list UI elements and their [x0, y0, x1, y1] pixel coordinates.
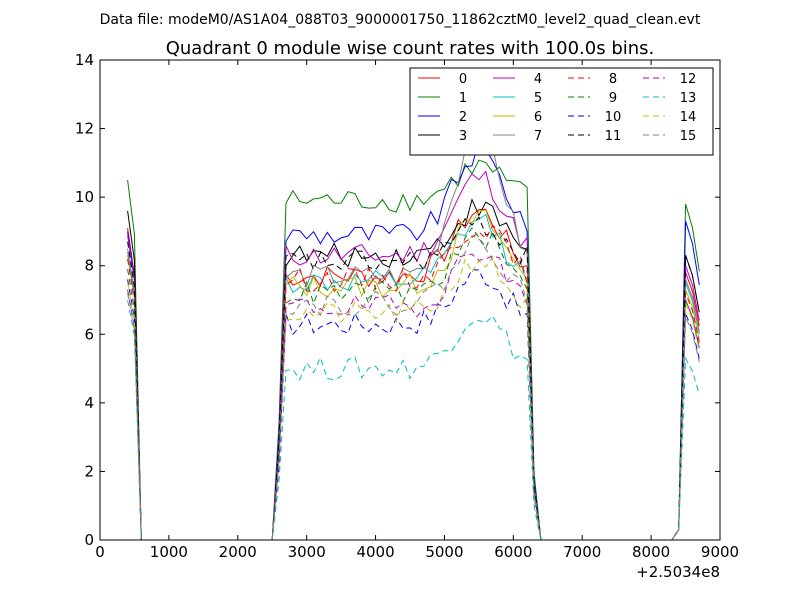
legend-label-7: 7 [534, 129, 542, 144]
y-tick-label: 4 [84, 394, 94, 412]
x-tick-label: 4000 [356, 543, 394, 561]
legend-label-6: 6 [534, 110, 542, 125]
x-tick-label: 5000 [425, 543, 463, 561]
y-tick-label: 0 [84, 531, 94, 549]
series-line-9 [127, 227, 700, 541]
x-tick-label: 8000 [632, 543, 670, 561]
y-tick-label: 14 [75, 51, 94, 69]
legend-label-8: 8 [609, 72, 617, 87]
x-tick-label: 7000 [563, 543, 601, 561]
series-line-10 [127, 269, 700, 541]
y-tick-label: 2 [84, 462, 94, 480]
series-line-11 [127, 216, 700, 541]
legend-label-1: 1 [459, 91, 467, 106]
series-line-13 [127, 299, 700, 541]
legend-label-2: 2 [459, 110, 467, 125]
legend-label-12: 12 [680, 72, 697, 87]
x-tick-label: 1000 [150, 543, 188, 561]
series-line-12 [127, 253, 700, 541]
legend-label-10: 10 [605, 110, 622, 125]
series-line-0 [127, 208, 700, 541]
x-tick-label: 9000 [701, 543, 739, 561]
series-line-3 [127, 198, 700, 541]
legend-label-4: 4 [534, 72, 542, 87]
data-file-label: Data file: modeM0/AS1A04_088T03_90000017… [100, 12, 701, 28]
legend-label-3: 3 [459, 129, 467, 144]
legend-label-14: 14 [680, 110, 697, 125]
y-tick-label: 6 [84, 325, 94, 343]
series-line-5 [127, 213, 700, 541]
chart-title: Quadrant 0 module wise count rates with … [166, 38, 655, 59]
x-tick-label: 2000 [219, 543, 257, 561]
series-line-4 [127, 170, 700, 541]
x-tick-label: 3000 [288, 543, 326, 561]
x-axis: 0 1000 2000 3000 4000 5000 6000 7000 8000 9000 [95, 60, 739, 561]
series-line-8 [127, 224, 700, 541]
legend-label-15: 15 [680, 129, 697, 144]
plot-lines [127, 115, 700, 541]
series-line-2 [127, 140, 700, 541]
legend-label-0: 0 [459, 72, 467, 87]
legend-frame [409, 67, 714, 156]
plot-frame [99, 59, 721, 541]
series-line-6 [127, 209, 700, 541]
legend-label-9: 9 [609, 91, 617, 106]
x-tick-label: 0 [95, 543, 105, 561]
x-tick-label: 6000 [494, 543, 532, 561]
series-line-1 [127, 159, 700, 541]
legend-label-11: 11 [605, 129, 622, 144]
legend-label-5: 5 [534, 91, 542, 106]
series-line-14 [127, 255, 700, 541]
legend-label-13: 13 [680, 91, 697, 106]
x-offset-label: +2.5034e8 [636, 563, 720, 581]
series-line-7 [127, 115, 700, 541]
y-tick-label: 10 [75, 188, 94, 206]
y-tick-label: 8 [84, 257, 94, 275]
y-tick-label: 12 [75, 120, 94, 138]
